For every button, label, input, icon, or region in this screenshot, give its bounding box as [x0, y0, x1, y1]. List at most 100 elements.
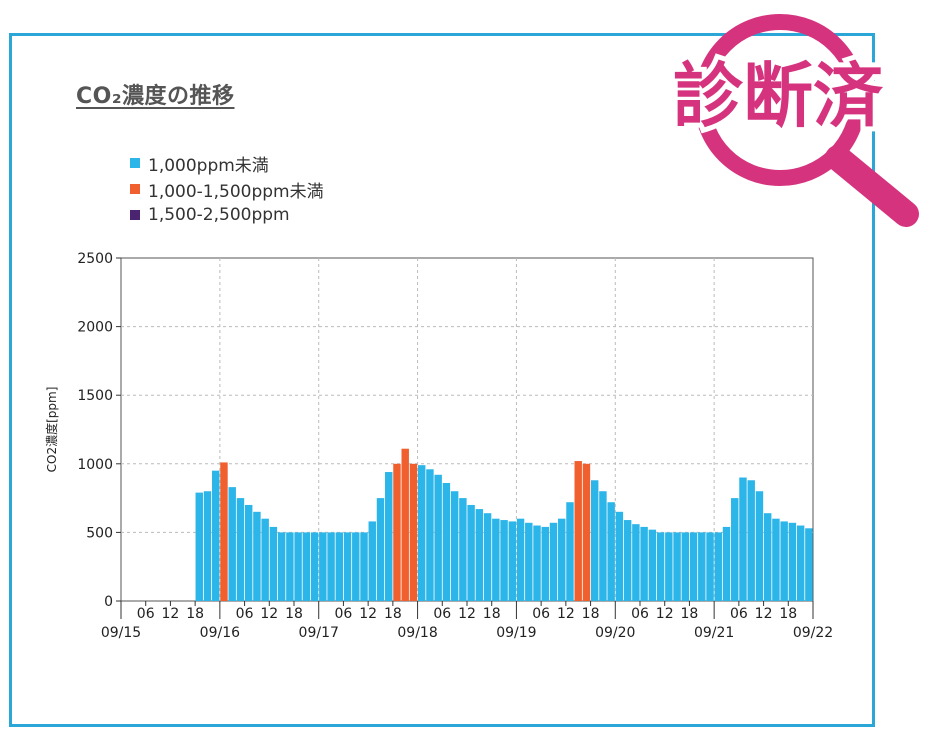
chart-legend: 1,000ppm未満 1,000-1,500ppm未満 1,500-2,500p… [130, 150, 324, 228]
co2-bar [442, 483, 451, 601]
hour-label: 12 [656, 606, 674, 622]
co2-bar [294, 532, 302, 601]
co2-bar [558, 518, 566, 601]
co2-bar [459, 498, 467, 601]
co2-bar [706, 532, 714, 601]
hour-label: 12 [260, 606, 278, 622]
co2-bar [623, 520, 632, 601]
co2-bar [360, 532, 368, 601]
co2-bar [796, 525, 805, 601]
hour-label: 06 [730, 606, 748, 622]
co2-bar [640, 526, 648, 601]
co2-bar [492, 518, 500, 601]
co2-bar [450, 491, 459, 601]
co2-bar [401, 448, 409, 601]
co2-bar [788, 522, 797, 601]
co2-bar [574, 461, 582, 601]
co2-bar [648, 529, 657, 601]
hour-label: 06 [236, 606, 254, 622]
hour-label: 06 [532, 606, 550, 622]
date-label: 09/18 [397, 625, 437, 641]
co2-bar [483, 513, 492, 601]
date-label: 09/20 [595, 625, 635, 641]
legend-item-under-1000: 1,000ppm未満 [130, 150, 324, 176]
co2-bar [590, 480, 599, 601]
co2-bar [434, 474, 442, 601]
co2-bar [302, 532, 311, 601]
co2-bar [376, 498, 385, 601]
co2-bar [310, 532, 319, 601]
hour-label: 18 [779, 606, 797, 622]
co2-bar [722, 526, 731, 601]
co2-bar [393, 463, 401, 601]
legend-item-1000-1500: 1,000-1,500ppm未満 [130, 176, 324, 202]
page-title: CO₂濃度の推移 [76, 84, 235, 109]
hour-label: 12 [162, 606, 180, 622]
co2-bar [352, 532, 360, 601]
co2-bar [508, 521, 517, 601]
hour-label: 06 [335, 606, 353, 622]
co2-bar [582, 463, 591, 601]
legend-swatch-1500-2500 [130, 210, 140, 220]
y-tick-label: 2500 [77, 251, 113, 267]
co2-bar [195, 492, 203, 601]
co2-bar [780, 521, 788, 601]
date-label: 09/19 [496, 625, 536, 641]
co2-bar [475, 509, 484, 601]
magnifier-lens-icon [694, 14, 866, 186]
co2-bar [343, 532, 352, 601]
legend-label-1500-2500: 1,500-2,500ppm [148, 205, 290, 225]
co2-bar [747, 480, 755, 601]
co2-bar [467, 504, 475, 601]
co2-bar [673, 532, 681, 601]
hour-label: 06 [433, 606, 451, 622]
co2-bar [714, 532, 722, 601]
co2-bar [409, 463, 418, 601]
hour-label: 18 [384, 606, 402, 622]
magnifier-handle-icon [825, 145, 919, 227]
co2-bar [772, 518, 780, 601]
hour-label: 06 [137, 606, 155, 622]
co2-bar [698, 532, 706, 601]
co2-bar [516, 518, 525, 601]
co2-bar [739, 477, 747, 601]
co2-bar [525, 522, 533, 601]
legend-label-under-1000: 1,000ppm未満 [148, 155, 269, 176]
co2-bar [368, 521, 376, 601]
co2-bar [632, 524, 640, 601]
hour-label: 12 [557, 606, 575, 622]
y-tick-label: 1500 [77, 388, 113, 404]
co2-bar [607, 502, 615, 601]
hour-label: 18 [285, 606, 303, 622]
co2-bar [533, 525, 541, 601]
y-tick-label: 500 [86, 525, 113, 541]
co2-bar [500, 520, 508, 601]
co2-bar [269, 526, 278, 601]
date-label: 09/15 [101, 625, 141, 641]
hour-label: 18 [681, 606, 699, 622]
co2-bar [385, 472, 393, 601]
co2-bar [566, 502, 574, 601]
co2-bar [327, 532, 335, 601]
co2-bar [426, 469, 434, 601]
co2-bar [763, 513, 772, 601]
co2-bar [731, 498, 739, 601]
co2-bar [228, 487, 236, 601]
co2-bar [755, 491, 764, 601]
y-tick-label: 1000 [77, 457, 113, 473]
hour-label: 12 [359, 606, 377, 622]
co2-bar [681, 532, 690, 601]
co2-bar [203, 491, 212, 601]
stamp-text: 診断済 [673, 55, 884, 137]
co2-bar [244, 504, 253, 601]
co2-bar [541, 526, 549, 601]
date-label: 09/21 [694, 625, 734, 641]
co2-bar [277, 532, 286, 601]
co2-bar [665, 532, 673, 601]
hour-label: 18 [483, 606, 501, 622]
co2-bar [212, 470, 220, 601]
legend-label-1000-1500: 1,000-1,500ppm未満 [148, 181, 324, 202]
content-frame [9, 33, 875, 727]
co2-bar [615, 511, 624, 601]
co2-bar [253, 511, 261, 601]
